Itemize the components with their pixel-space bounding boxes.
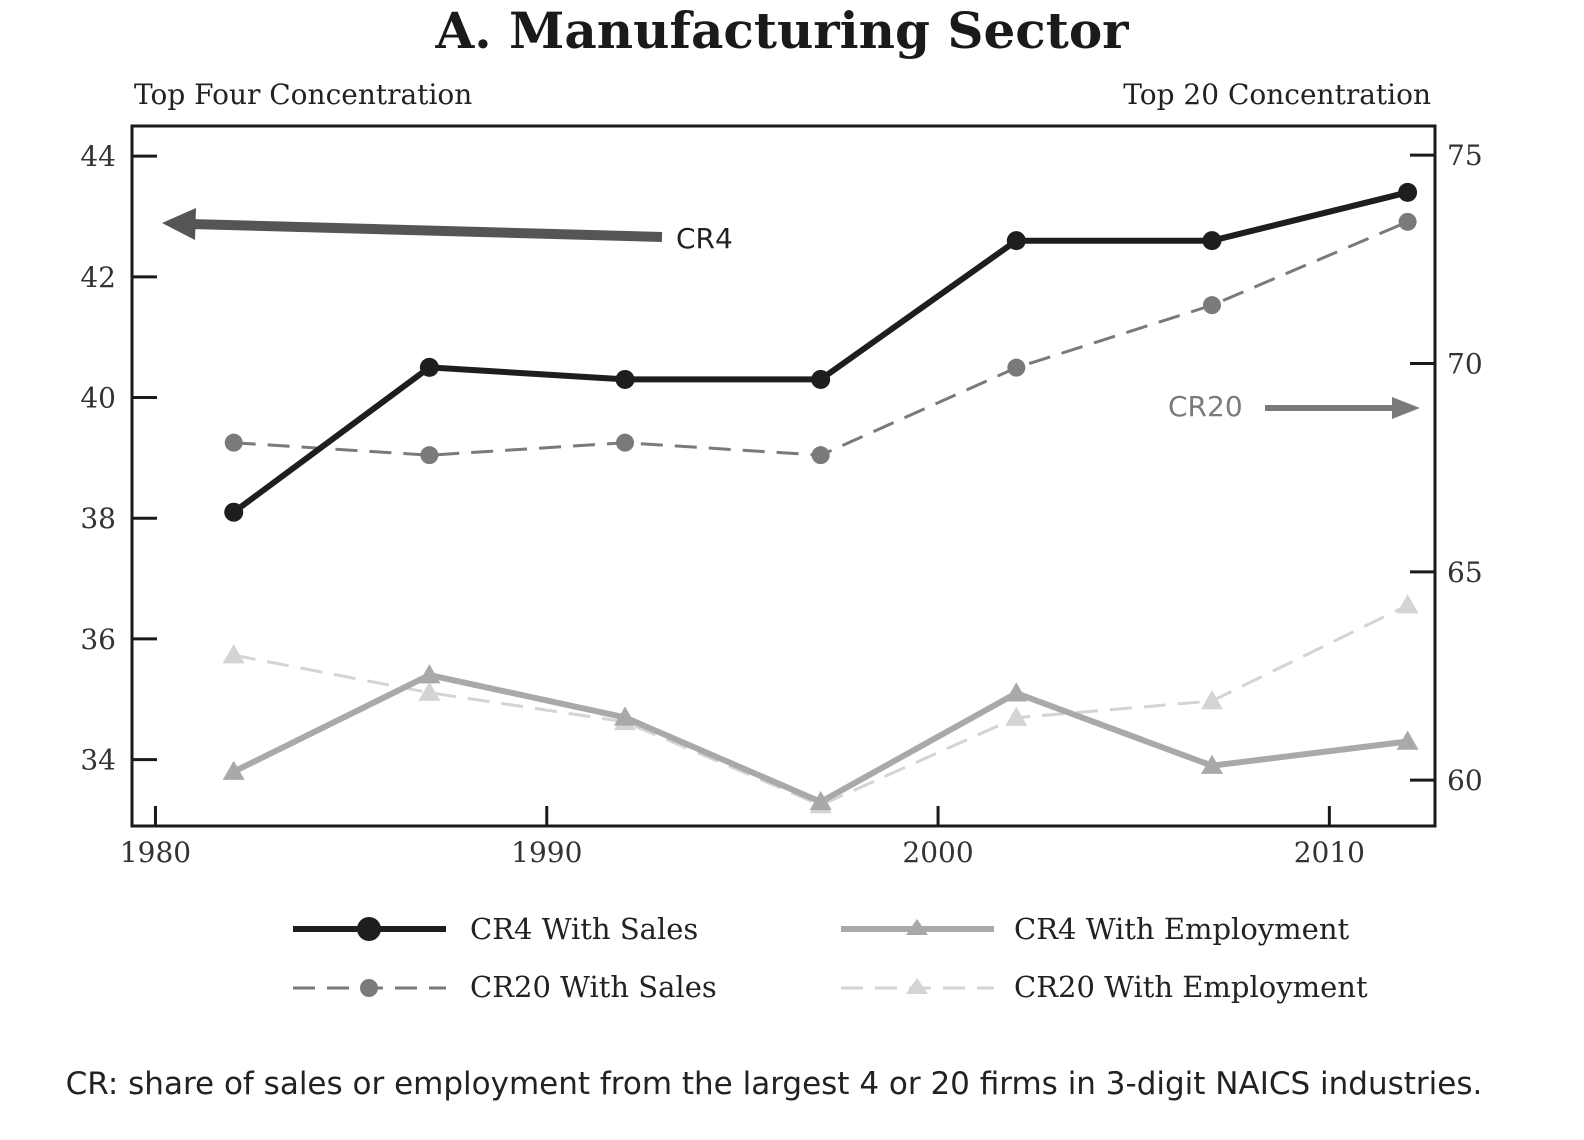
data-point [418,664,441,684]
series-line [233,603,1409,807]
data-point [1005,706,1028,726]
left-tick-label: 40 [80,382,116,415]
left-tick-label: 36 [80,623,116,656]
data-point [222,644,245,664]
right-axis-label: Top 20 Concentration [1123,78,1431,111]
left-tick-label: 42 [80,261,116,294]
data-point [616,433,635,452]
legend-label: CR4 With Employment [1014,912,1350,946]
right-tick-label: 75 [1447,139,1483,172]
cr20-arrowhead [1392,397,1420,419]
data-point [1396,594,1419,614]
legend-item-cr4-employment: CR4 With Employment [841,912,1350,946]
x-tick-label: 1990 [511,836,582,869]
left-tick-label: 38 [80,502,116,535]
plot-frame [130,124,1437,828]
left-tick-label: 34 [80,744,116,777]
data-point [1202,296,1221,315]
legend-item-cr20-sales: CR20 With Sales [293,970,717,1004]
data-point [1201,754,1223,774]
data-point [420,446,439,465]
data-point [224,433,243,452]
data-point [419,357,439,377]
data-point [614,706,636,726]
data-point [224,502,244,522]
left-axis-label: Top Four Concentration [134,78,472,111]
series-cr20-with-employment [222,594,1419,814]
right-tick-label: 60 [1447,764,1483,797]
data-point [1398,212,1417,231]
series-layer [222,182,1419,814]
legend-label: CR20 With Sales [470,970,717,1004]
legend-item-cr4-sales: CR4 With Sales [293,912,698,946]
x-tick-label: 1980 [120,836,191,869]
series-cr20-with-sales [224,212,1417,465]
legend-label: CR4 With Sales [470,912,698,946]
x-tick-label: 2010 [1294,836,1365,869]
data-point [418,681,441,701]
data-point [1005,682,1028,702]
series-cr4-with-sales [224,182,1418,522]
cr4-annotation: CR4 [676,222,733,255]
right-tick-label: 70 [1447,348,1483,381]
data-point [222,760,245,780]
series-line [231,189,1409,515]
data-point [811,446,830,465]
series-line [232,672,1408,805]
legend-item-cr20-employment: CR20 With Employment [841,970,1368,1004]
cr20-annotation: CR20 [1168,390,1243,423]
footnote: CR: share of sales or employment from th… [66,1066,1483,1102]
data-point [1202,231,1222,251]
data-point [615,369,635,389]
cr4-arrow [189,219,663,242]
left-tick-label: 44 [80,140,116,173]
cr4-arrowhead [162,208,196,240]
chart-title: A. Manufacturing Sector [434,1,1129,60]
data-point [1396,730,1419,750]
axes: 44 42 40 38 36 34 75 70 65 60 1980 1990 2000 2010 [80,139,1482,869]
data-point [809,790,832,811]
data-point [1398,182,1418,202]
x-tick-label: 2000 [902,836,973,869]
legend: CR4 With Sales CR4 With Employment CR20 … [293,912,1368,1004]
legend-label: CR20 With Employment [1014,970,1368,1004]
right-tick-label: 65 [1447,556,1483,589]
data-point [1006,231,1026,251]
data-point [1201,690,1223,710]
series-cr4-with-employment [222,664,1419,811]
data-point [1007,358,1026,377]
data-point [811,369,831,389]
